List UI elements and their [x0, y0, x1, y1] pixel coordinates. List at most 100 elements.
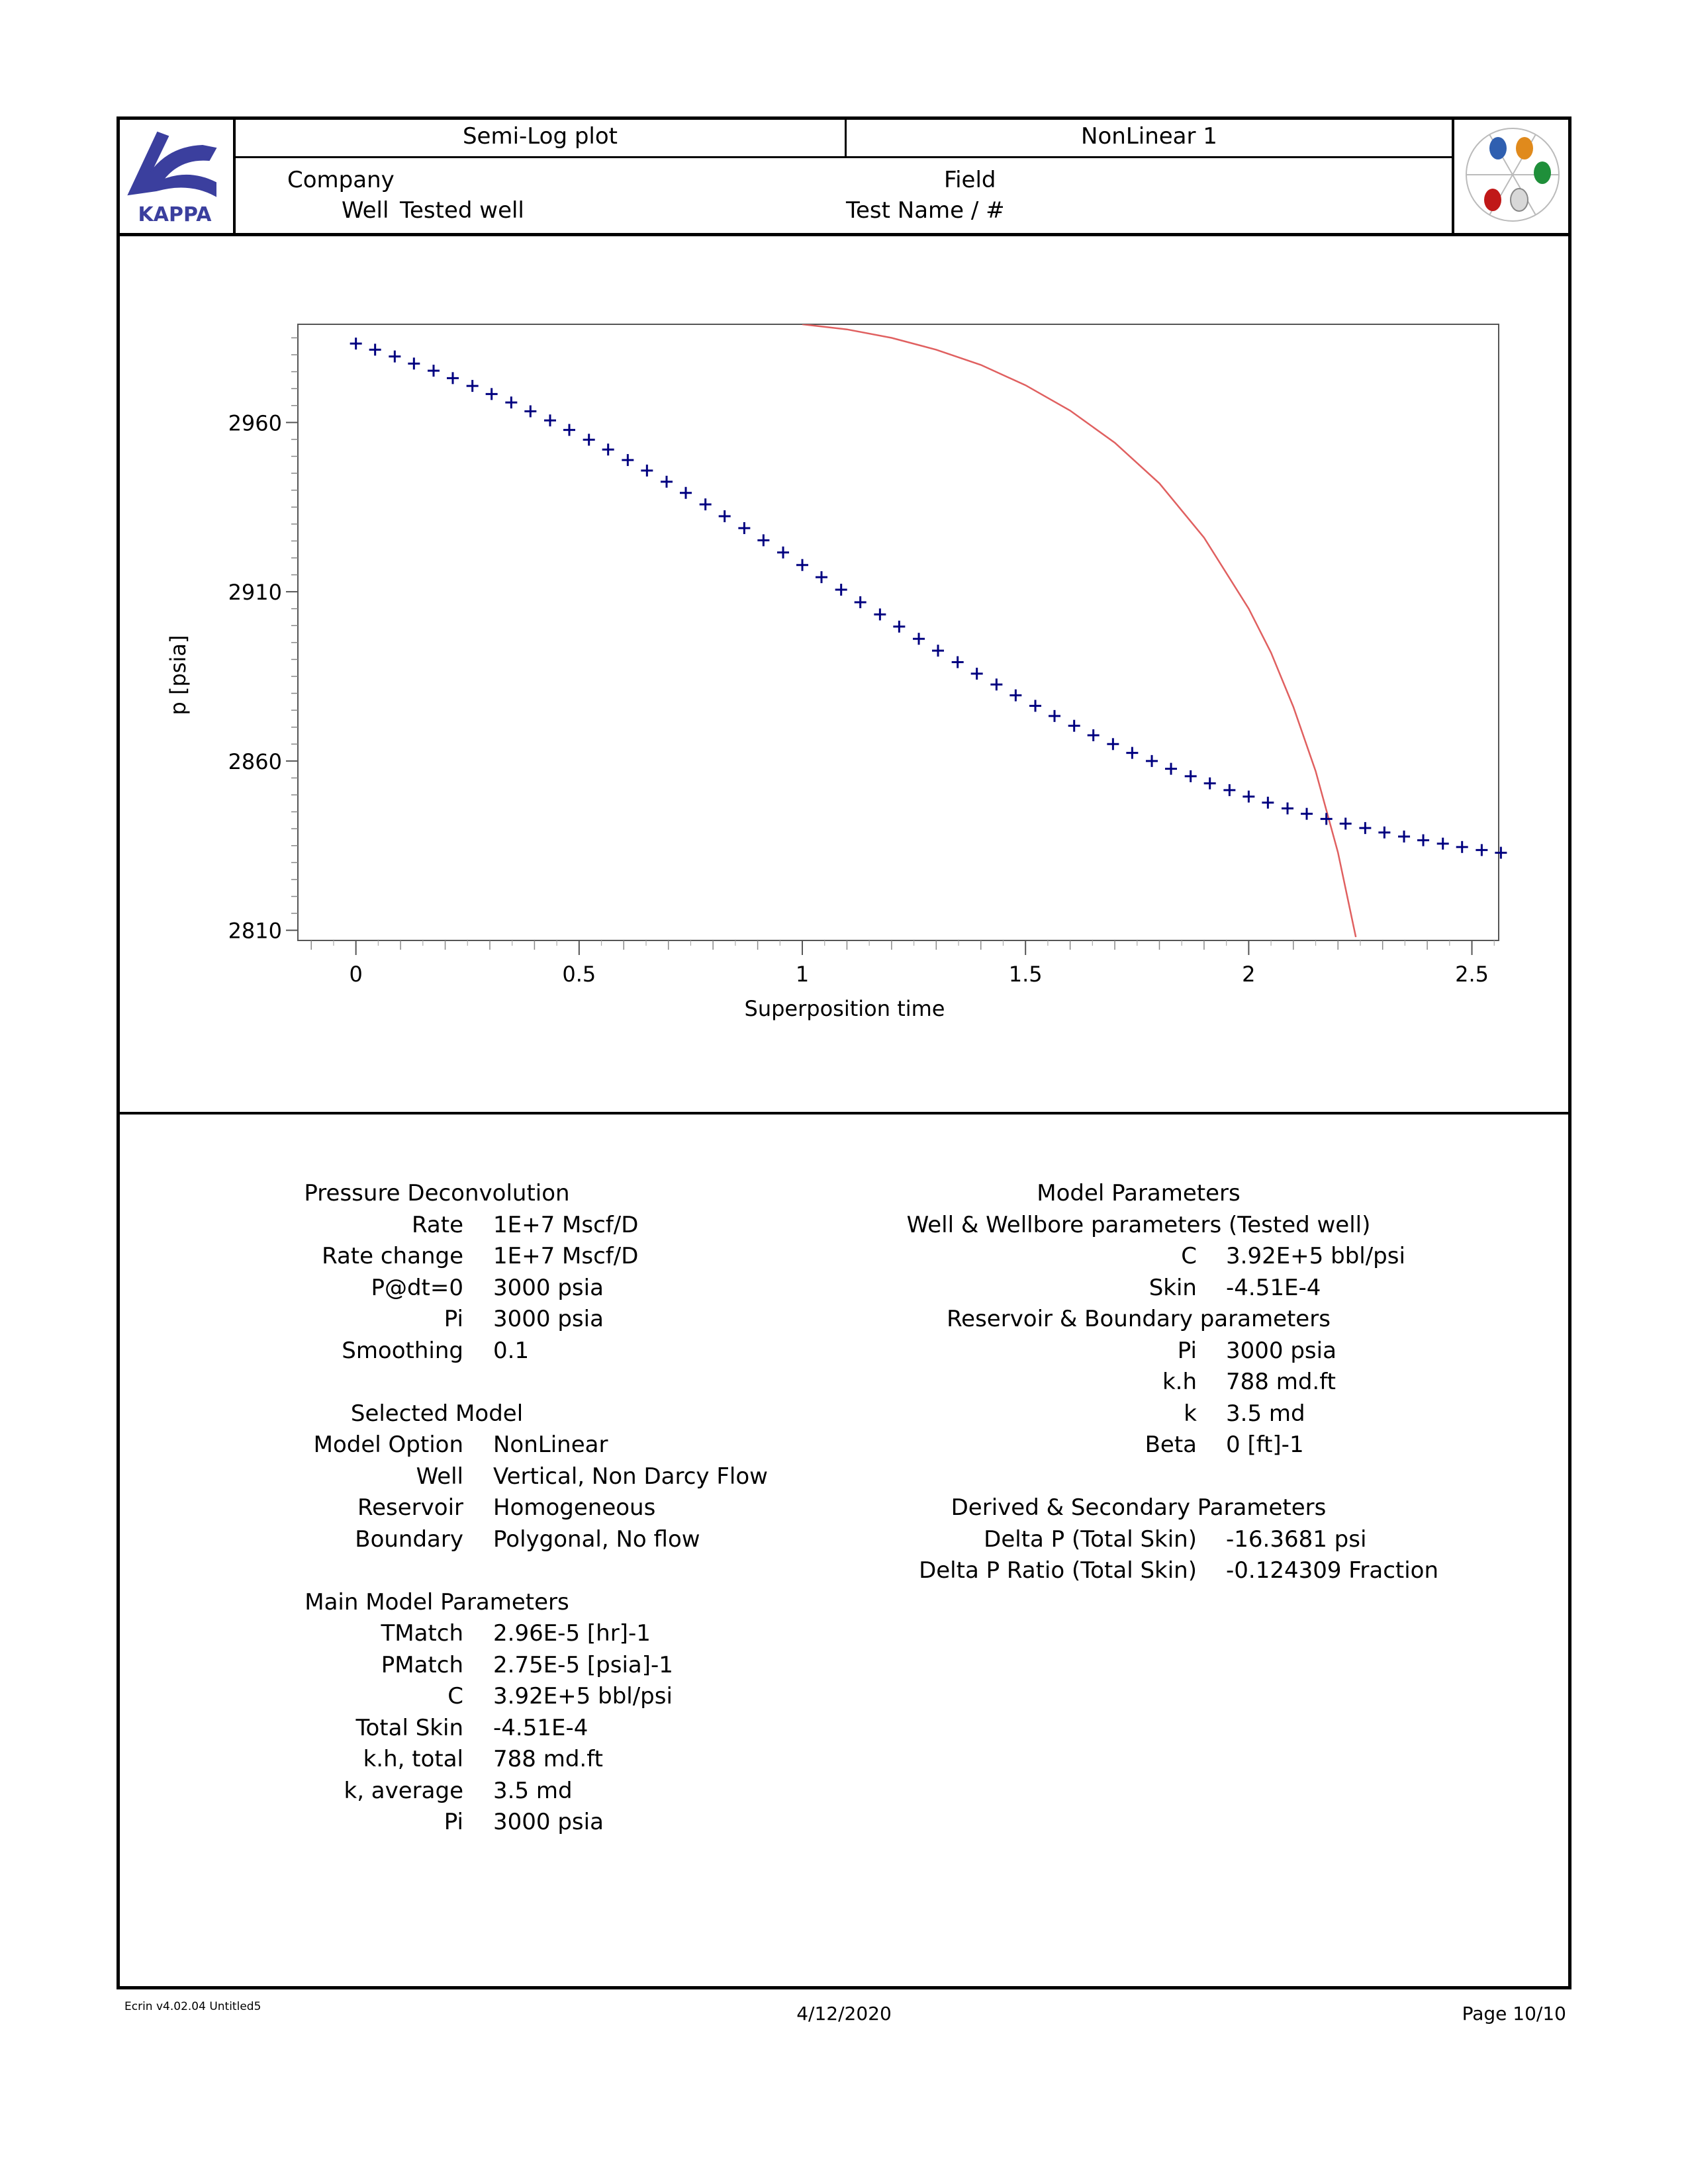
- param-row: Beta 0 [ft]-1: [914, 1430, 1509, 1461]
- param-row: k.h, total 788 md.ft: [265, 1744, 861, 1776]
- wellbore-title-text: Well & Wellbore parameters (Tested well): [906, 1211, 1371, 1238]
- param-label: Pi: [1177, 1337, 1197, 1364]
- model-parameters-title: Model Parameters: [914, 1178, 1509, 1210]
- reservoir-title: Reservoir & Boundary parameters: [914, 1304, 1509, 1336]
- semilog-chart: 2810 2860 2910 2960 0 0.5 1 1.5 2 2.5 Superposit…: [165, 324, 1507, 1021]
- param-value: 1E+7 Mscf/D: [493, 1243, 639, 1269]
- reservoir-title-text: Reservoir & Boundary parameters: [947, 1306, 1331, 1332]
- data-point: [641, 464, 653, 477]
- param-row: Rate 1E+7 Mscf/D: [265, 1210, 861, 1242]
- param-label: k.h: [1162, 1369, 1197, 1395]
- page-number: Page 10/10: [1462, 2003, 1566, 2025]
- data-point: [1398, 830, 1411, 842]
- x-tick-label: 0: [349, 962, 362, 987]
- param-section-title-text: Selected Model: [350, 1400, 524, 1427]
- plot-area: [297, 324, 1499, 941]
- param-row: Pi 3000 psia: [265, 1304, 861, 1336]
- param-label: C: [1181, 1243, 1197, 1269]
- param-value: 0 [ft]-1: [1226, 1432, 1304, 1458]
- data-point: [446, 372, 459, 385]
- data-point: [1417, 834, 1430, 846]
- param-row: C 3.92E+5 bbl/psi: [265, 1681, 861, 1713]
- data-point: [932, 645, 945, 657]
- param-value: 3.5 md: [1226, 1400, 1305, 1427]
- param-row: Skin -4.51E-4: [914, 1273, 1509, 1304]
- report-frame: [117, 116, 1571, 1989]
- param-spacer: [914, 1461, 1509, 1493]
- field-label: Field: [944, 167, 996, 193]
- param-value: 3000 psia: [493, 1306, 604, 1332]
- model-curve: [802, 324, 1357, 938]
- param-row: Model Option NonLinear: [265, 1430, 861, 1461]
- data-point: [738, 522, 751, 534]
- param-row: Delta P (Total Skin) -16.3681 psi: [914, 1524, 1509, 1556]
- data-point: [602, 443, 614, 456]
- data-point: [1068, 719, 1080, 732]
- model-parameters-title-text: Model Parameters: [1037, 1180, 1241, 1206]
- param-label: Pi: [444, 1809, 463, 1835]
- data-point: [1203, 777, 1216, 790]
- data-point: [1301, 807, 1313, 820]
- y-axis-label: p [psia]: [165, 635, 191, 715]
- data-point: [1456, 841, 1468, 853]
- y-tick-label: 2960: [228, 410, 282, 435]
- param-value: -4.51E-4: [1226, 1274, 1321, 1301]
- data-point: [1378, 826, 1391, 839]
- param-section-title-text: Pressure Deconvolution: [304, 1180, 570, 1206]
- kappa-logo-icon: KAPPA: [127, 131, 217, 226]
- data-point: [622, 454, 634, 467]
- param-label: PMatch: [381, 1651, 463, 1678]
- derived-title: Derived & Secondary Parameters: [914, 1492, 1509, 1524]
- kappa-logo-text: KAPPA: [138, 203, 212, 226]
- param-value: 2.96E-5 [hr]-1: [493, 1620, 651, 1647]
- param-section-title: Selected Model: [265, 1398, 861, 1430]
- data-point: [466, 380, 479, 392]
- param-value: 3.92E+5 bbl/psi: [493, 1683, 673, 1709]
- param-row: TMatch 2.96E-5 [hr]-1: [265, 1618, 861, 1650]
- data-point: [1184, 770, 1197, 782]
- phase-icon-cell: [1452, 116, 1571, 236]
- data-point: [1165, 762, 1178, 775]
- data-point: [505, 396, 518, 409]
- y-tick-label: 2910: [228, 580, 282, 605]
- data-point: [1126, 747, 1139, 759]
- x-tick-label: 2: [1242, 962, 1255, 987]
- x-tick-label: 2.5: [1455, 962, 1489, 987]
- data-point: [544, 414, 557, 427]
- data-point: [1262, 796, 1274, 809]
- param-label: Delta P Ratio (Total Skin): [919, 1557, 1197, 1584]
- param-label: Rate change: [322, 1243, 463, 1269]
- test-name-label: Test Name / #: [846, 197, 1005, 224]
- data-point: [990, 678, 1003, 691]
- data-point: [1009, 689, 1022, 702]
- param-label: Model Option: [313, 1432, 463, 1458]
- data-point: [796, 559, 809, 571]
- param-value: NonLinear: [493, 1432, 608, 1458]
- param-section-title-text: Main Model Parameters: [305, 1588, 569, 1615]
- param-row: PMatch 2.75E-5 [psia]-1: [265, 1650, 861, 1682]
- param-row: Well Vertical, Non Darcy Flow: [265, 1461, 861, 1493]
- param-value: 3000 psia: [1226, 1337, 1336, 1364]
- data-point: [777, 546, 790, 559]
- header-title-divider: [845, 116, 847, 158]
- header-divider: [236, 156, 1452, 158]
- param-value: 3.5 md: [493, 1777, 573, 1804]
- data-point: [661, 475, 673, 488]
- data-point: [1495, 846, 1507, 859]
- param-row: Pi 3000 psia: [914, 1336, 1509, 1367]
- param-label: Skin: [1149, 1274, 1197, 1301]
- data-point: [757, 534, 770, 547]
- section-divider: [117, 1112, 1571, 1115]
- data-point: [524, 405, 537, 418]
- x-tick-label: 1: [796, 962, 809, 987]
- param-row: Delta P Ratio (Total Skin) -0.124309 Frac…: [914, 1555, 1509, 1587]
- well-label: Well: [342, 197, 389, 224]
- param-label: Well: [416, 1463, 463, 1490]
- param-label: Boundary: [355, 1525, 463, 1553]
- data-point: [1223, 784, 1236, 796]
- data-point: [1029, 700, 1042, 712]
- data-point: [1339, 817, 1352, 830]
- data-point: [951, 656, 964, 668]
- param-value: 0.1: [493, 1337, 530, 1364]
- right-parameters: Model Parameters Well & Wellbore paramete…: [907, 1178, 1509, 1588]
